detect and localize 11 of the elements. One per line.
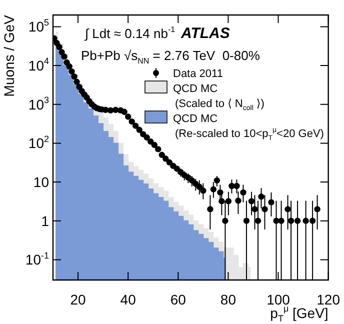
legend-label: Data 2011 bbox=[173, 68, 223, 80]
x-tick-label: 80 bbox=[220, 291, 236, 308]
annotation: ATLAS bbox=[180, 25, 230, 42]
x-tick-label: 40 bbox=[120, 291, 136, 308]
x-tick-label: 100 bbox=[266, 291, 290, 308]
x-tick-label: 60 bbox=[170, 291, 186, 308]
x-tick-label: 20 bbox=[70, 291, 86, 308]
x-tick-label: 120 bbox=[316, 291, 340, 308]
y-tick-label: 10 bbox=[33, 174, 50, 190]
y-axis-title: Muons / GeV bbox=[1, 14, 17, 97]
y-tick-label: 1 bbox=[41, 212, 50, 229]
